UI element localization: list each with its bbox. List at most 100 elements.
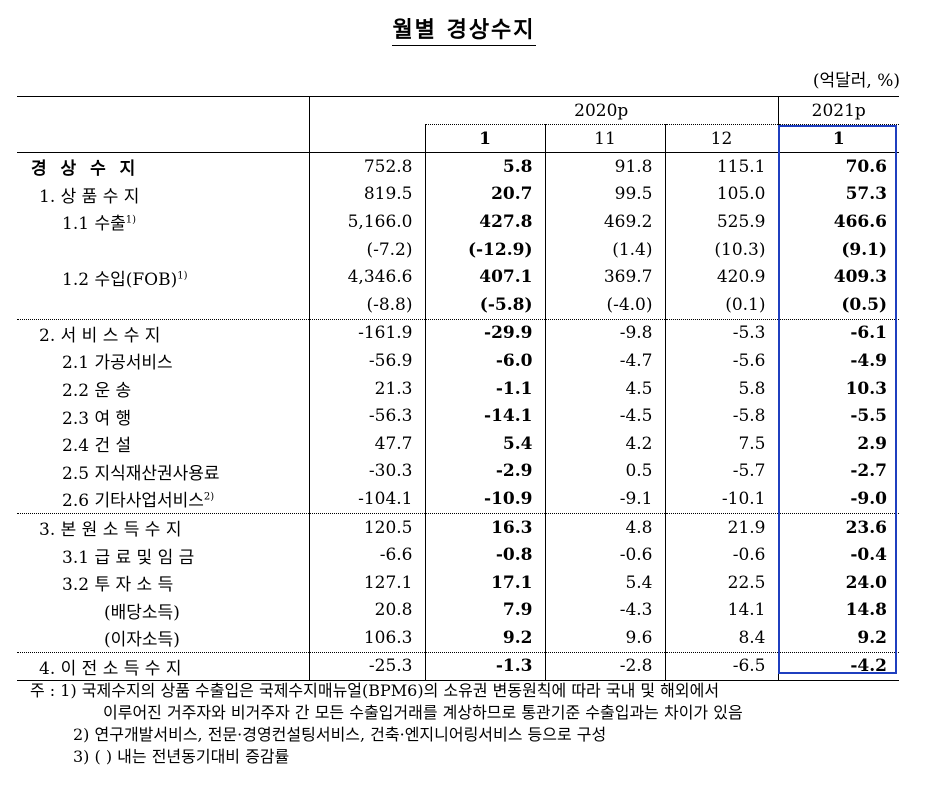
table-cell: 22.5	[664, 568, 778, 597]
table-cell: 5.4	[424, 429, 545, 458]
month-header: 1	[777, 124, 899, 153]
table-row: 2.3 여 행 -56.3 -14.1 -4.5 -5.8 -5.5	[17, 402, 899, 430]
row-label-text: 1. 상 품 수 지	[39, 186, 140, 207]
row-label-text: 경 상 수 지	[31, 159, 140, 180]
row-label-text	[17, 240, 62, 260]
table-cell: -6.0	[424, 347, 545, 375]
table-cell: 106.3	[308, 624, 425, 653]
table-cell: -5.6	[664, 347, 778, 375]
table-cell: -0.8	[424, 541, 545, 569]
table-cell: 7.5	[664, 429, 778, 458]
row-label: 2.1 가공서비스	[17, 347, 309, 375]
table-cell: 115.1	[664, 152, 778, 181]
table-cell: 4.5	[544, 374, 665, 403]
table-row: 1.1 수출1) 5,166.0 427.8 469.2 525.9 466.6	[17, 208, 899, 236]
row-label	[17, 291, 309, 319]
table-cell: -2.9	[424, 457, 545, 486]
table-cell: -9.8	[544, 318, 665, 348]
row-label: 1.2 수입(FOB)1)	[17, 263, 309, 291]
table-row: (배당소득) 20.8 7.9 -4.3 14.1 14.8	[17, 596, 899, 625]
table-cell: 466.6	[777, 208, 899, 236]
table-cell: (10.3)	[664, 235, 778, 264]
table-cell: -5.8	[664, 402, 778, 430]
table-cell: -161.9	[308, 318, 425, 348]
table-cell: -5.7	[664, 457, 778, 486]
table-row: 2.4 건 설 47.7 5.4 4.2 7.5 2.9	[17, 429, 899, 458]
table-cell: 17.1	[424, 568, 545, 597]
row-label-text: 1.2 수입(FOB)	[62, 269, 178, 290]
row-label: 2.3 여 행	[17, 402, 309, 430]
table-cell: 5.4	[544, 568, 665, 597]
table-row: 1.2 수입(FOB)1) 4,346.6 407.1 369.7 420.9 409.3	[17, 263, 899, 291]
row-label: 2. 서 비 스 수 지	[17, 318, 309, 348]
row-label: 4. 이 전 소 득 수 지	[17, 651, 309, 682]
row-label: 3. 본 원 소 득 수 지	[17, 512, 309, 542]
row-label-text: 1.1 수출	[62, 214, 126, 235]
table-cell: -10.1	[664, 485, 778, 514]
footnote-1a: 주 : 1) 국제수지의 상품 수출입은 국제수지매뉴얼(BPM6)의 소유권 …	[30, 681, 720, 700]
table-cell: -5.3	[664, 318, 778, 348]
table-cell: -1.1	[424, 374, 545, 403]
table-cell: 20.8	[308, 596, 425, 625]
table-cell: 91.8	[544, 152, 665, 181]
table-cell: -4.9	[777, 347, 899, 375]
table-cell: -14.1	[424, 402, 545, 430]
row-label: 1.1 수출1)	[17, 208, 309, 236]
table-cell: 0.5	[544, 457, 665, 486]
table-cell: 10.3	[777, 374, 899, 403]
table-cell: -4.3	[544, 596, 665, 625]
table-cell: 57.3	[777, 180, 899, 209]
table-cell: -0.6	[664, 541, 778, 569]
table-cell: (0.5)	[777, 290, 899, 320]
table-cell: -104.1	[308, 485, 425, 514]
month-header: 11	[544, 124, 665, 153]
table-cell: -56.3	[308, 402, 425, 430]
table-cell: 16.3	[424, 512, 545, 542]
row-label: 2.2 운 송	[17, 375, 309, 403]
table-cell: (1.4)	[544, 235, 665, 264]
table-cell: 409.3	[777, 263, 899, 291]
table-cell: 120.5	[308, 512, 425, 542]
table-cell: 9.6	[544, 624, 665, 653]
table-cell: -4.7	[544, 347, 665, 375]
header-row-month: 1 11 12 1	[17, 124, 899, 153]
table-cell: -6.6	[308, 541, 425, 569]
table-cell: -25.3	[308, 651, 425, 682]
table-cell: 4,346.6	[308, 263, 425, 291]
table-cell: 105.0	[664, 180, 778, 209]
table-row: 3. 본 원 소 득 수 지 120.5 16.3 4.8 21.9 23.6	[17, 512, 899, 542]
row-label: 경 상 수 지	[17, 153, 309, 181]
table-cell: (-4.0)	[544, 290, 665, 320]
table-cell: 427.8	[424, 208, 545, 236]
table-cell: (-8.8)	[308, 290, 425, 320]
row-label-text: 2.5 지식재산권사용료	[62, 463, 220, 484]
table-cell: 369.7	[544, 263, 665, 291]
unit-label: (억달러, %)	[812, 71, 900, 91]
table-cell: (-7.2)	[308, 235, 425, 264]
row-label-text: 3. 본 원 소 득 수 지	[39, 520, 182, 541]
page-title: 월별 경상수지	[0, 12, 928, 46]
table-row: 3.2 투 자 소 득 127.1 17.1 5.4 22.5 24.0	[17, 568, 899, 597]
table-cell: (-12.9)	[424, 235, 545, 264]
table-cell: 4.8	[544, 512, 665, 542]
table-row: 2.6 기타사업서비스2) -104.1 -10.9 -9.1 -10.1 -9.0	[17, 485, 899, 514]
table-cell: 752.8	[308, 152, 425, 181]
table-cell: 9.2	[777, 624, 899, 653]
table-cell: -29.9	[424, 318, 545, 348]
table-row: 2.5 지식재산권사용료 -30.3 -2.9 0.5 -5.7 -2.7	[17, 457, 899, 486]
table-cell: 8.4	[664, 624, 778, 653]
table-cell: 5.8	[424, 152, 545, 181]
table-cell: -9.0	[777, 485, 899, 514]
row-label-text: 2. 서 비 스 수 지	[39, 325, 161, 346]
table-cell: 5.8	[664, 374, 778, 403]
footnotes: 주 : 1) 국제수지의 상품 수출입은 국제수지매뉴얼(BPM6)의 소유권 …	[30, 680, 743, 768]
table-cell: 21.9	[664, 512, 778, 542]
footnote-1b: 이루어진 거주자와 비거주자 간 모든 수출입거래를 계상하므로 통관기준 수출…	[103, 703, 743, 722]
footnote-3: 3) ( ) 내는 전년동기대비 증감률	[73, 747, 290, 766]
table-cell: 9.2	[424, 624, 545, 653]
row-label-text: 2.6 기타사업서비스	[62, 491, 204, 512]
table-cell: 407.1	[424, 263, 545, 291]
table-cell: -10.9	[424, 485, 545, 514]
table-cell: 24.0	[777, 568, 899, 597]
table-cell: -5.5	[777, 402, 899, 430]
